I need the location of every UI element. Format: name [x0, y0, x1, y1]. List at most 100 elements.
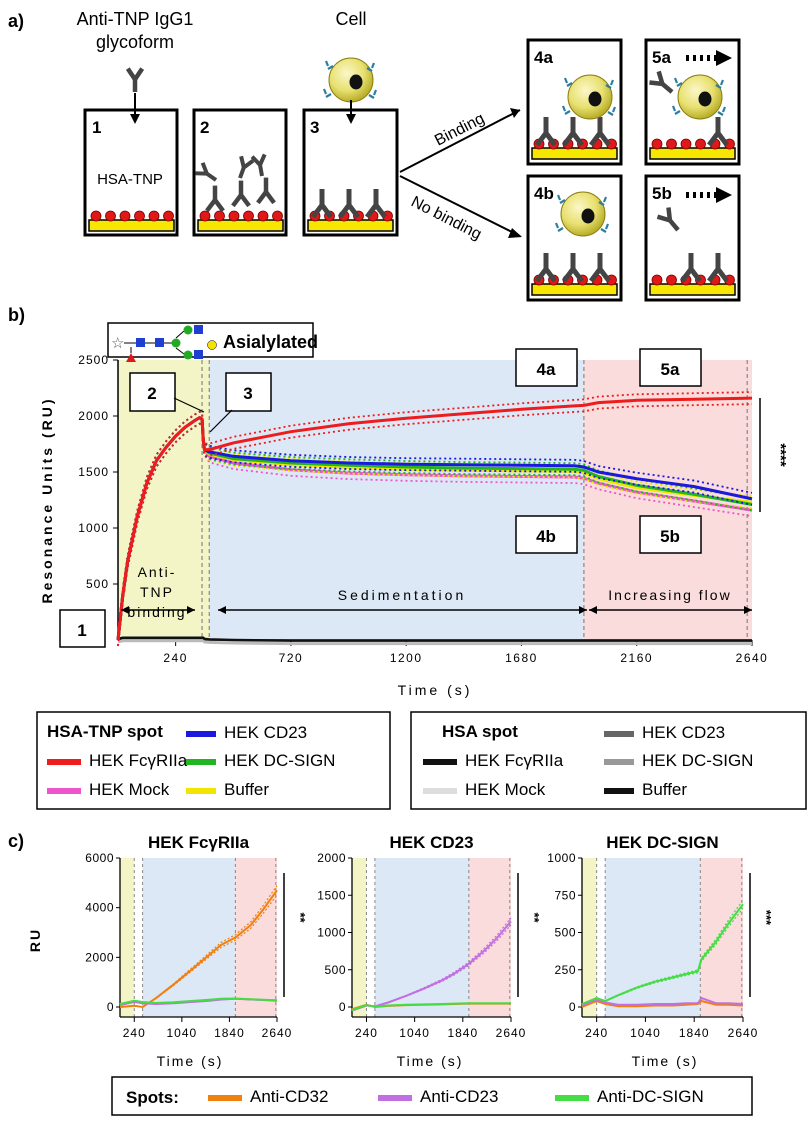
cell-label: Cell: [335, 9, 366, 29]
antibody-icon: [656, 207, 680, 232]
callout-5a-label: 5a: [661, 360, 680, 379]
y-tick-label: 2000: [317, 851, 346, 865]
y-tick-label: 2000: [85, 950, 114, 964]
callout-2: 2: [129, 372, 176, 412]
tnp-dot: [214, 210, 225, 222]
legend-swatch: [604, 731, 634, 737]
flow-arrow-5b: [686, 187, 732, 203]
legend-swatch: [186, 788, 216, 794]
sensor-surface: [531, 147, 618, 160]
phase-band: [700, 858, 743, 1017]
legend-item: HEK FcγRIIa: [423, 751, 564, 770]
tnp-dot: [666, 274, 677, 286]
x-tick-label: 240: [123, 1026, 146, 1040]
significance-label: ****: [772, 443, 789, 467]
subchart-title: HEK DC-SIGN: [606, 833, 718, 852]
tnp-dot: [666, 138, 677, 150]
legend-item: Buffer: [186, 780, 269, 799]
sensor-surface: [197, 219, 284, 232]
x-tick-label: 1200: [390, 651, 423, 665]
legend-item: HEK Mock: [47, 780, 170, 799]
phase-band: [142, 858, 236, 1017]
binding-arrow: [399, 108, 521, 173]
legend-hsa-title: HSA spot: [442, 722, 518, 741]
antibody-icon: [589, 117, 611, 147]
panel-label-b: b): [8, 305, 25, 325]
series-band-lower: [117, 422, 753, 647]
box-label-2: 2: [200, 118, 209, 137]
antibody-drop-arrow: [130, 93, 140, 124]
callout-4a-label: 4a: [537, 360, 556, 379]
antibody-label-line2: glycoform: [96, 32, 174, 52]
y-tick-label: 4000: [85, 901, 114, 915]
antibody-icon: [707, 117, 729, 147]
chart-annotations: ☆ Asialylated 1 2 3: [59, 322, 789, 648]
captured-antibodies: [311, 189, 387, 219]
cell-icon: [561, 74, 617, 120]
callout-5b: 5b: [639, 515, 702, 554]
series-band-upper: [351, 917, 512, 1012]
series-band-upper: [117, 410, 753, 635]
series-lines: [116, 391, 753, 647]
antibody-label-line1: Anti-TNP IgG1: [77, 9, 194, 29]
callout-4b: 4b: [515, 515, 578, 554]
y-axis-label: Resonance Units (RU): [39, 396, 55, 603]
antibody-icon: [256, 177, 276, 205]
tnp-dot: [257, 210, 269, 222]
callout-5b-label: 5b: [660, 527, 680, 546]
callout-3-pointer: [209, 409, 233, 433]
legend-item: Anti-CD23: [378, 1087, 498, 1106]
tnp-dot: [90, 210, 102, 222]
phase-band: [468, 858, 511, 1017]
phase-arrows: [121, 606, 752, 614]
legend-swatch: [378, 1095, 412, 1101]
significance-label: **: [527, 912, 542, 923]
tnp-dot: [680, 138, 692, 150]
falling-antibody: [125, 67, 145, 92]
tnp-dot: [105, 210, 116, 222]
legend-label: Buffer: [224, 780, 269, 799]
x-axis-label: Time (s): [157, 1053, 224, 1069]
sensor-surface: [307, 219, 394, 232]
tnp-dots: [90, 210, 174, 222]
phase-band: [605, 858, 701, 1017]
legend-swatch: [186, 731, 216, 737]
tnp-dot: [134, 210, 145, 222]
x-tick-label: 2640: [496, 1026, 527, 1040]
hsa-reference-line: [117, 636, 752, 642]
legend-item: HEK CD23: [186, 723, 307, 742]
x-tick-label: 240: [163, 651, 188, 665]
legend-swatch: [555, 1095, 589, 1101]
y-tick-label: 500: [324, 963, 346, 977]
cell-drop-arrow: [346, 100, 356, 124]
x-tick-label: 1840: [214, 1026, 245, 1040]
legend-label: HEK Mock: [465, 780, 546, 799]
y-tick-label: 250: [554, 963, 576, 977]
flow-arrow-5a: [686, 50, 732, 66]
tnp-dot: [651, 274, 663, 286]
tnp-dot: [148, 210, 160, 222]
legend-item: HEK DC-SIGN: [604, 751, 753, 770]
y-tick-label: 0: [339, 1000, 346, 1014]
legend-label: HEK DC-SIGN: [642, 751, 753, 770]
x-tick-label: 2640: [262, 1026, 293, 1040]
significance-label: ***: [759, 910, 774, 926]
y-tick-label: 500: [86, 577, 109, 591]
phase-anti-tnp-line3: binding: [127, 604, 186, 620]
legend-item: HEK Mock: [423, 780, 546, 799]
antibody-icon: [535, 253, 557, 283]
legend-swatch: [186, 759, 216, 765]
legend-swatch: [423, 759, 457, 765]
tnp-dots: [533, 274, 617, 286]
antibody-icon: [562, 253, 584, 283]
x-tick-label: 240: [585, 1026, 608, 1040]
x-tick-label: 1840: [447, 1026, 478, 1040]
hsa-tnp-label: HSA-TNP: [97, 171, 163, 188]
box-label-5a: 5a: [652, 48, 671, 67]
cells: [322, 57, 727, 237]
y-tick-label: 500: [554, 926, 576, 940]
y-axis-label: RU: [27, 928, 43, 952]
y-tick-label: 0: [107, 1000, 114, 1014]
legend-label: Anti-CD23: [420, 1087, 498, 1106]
